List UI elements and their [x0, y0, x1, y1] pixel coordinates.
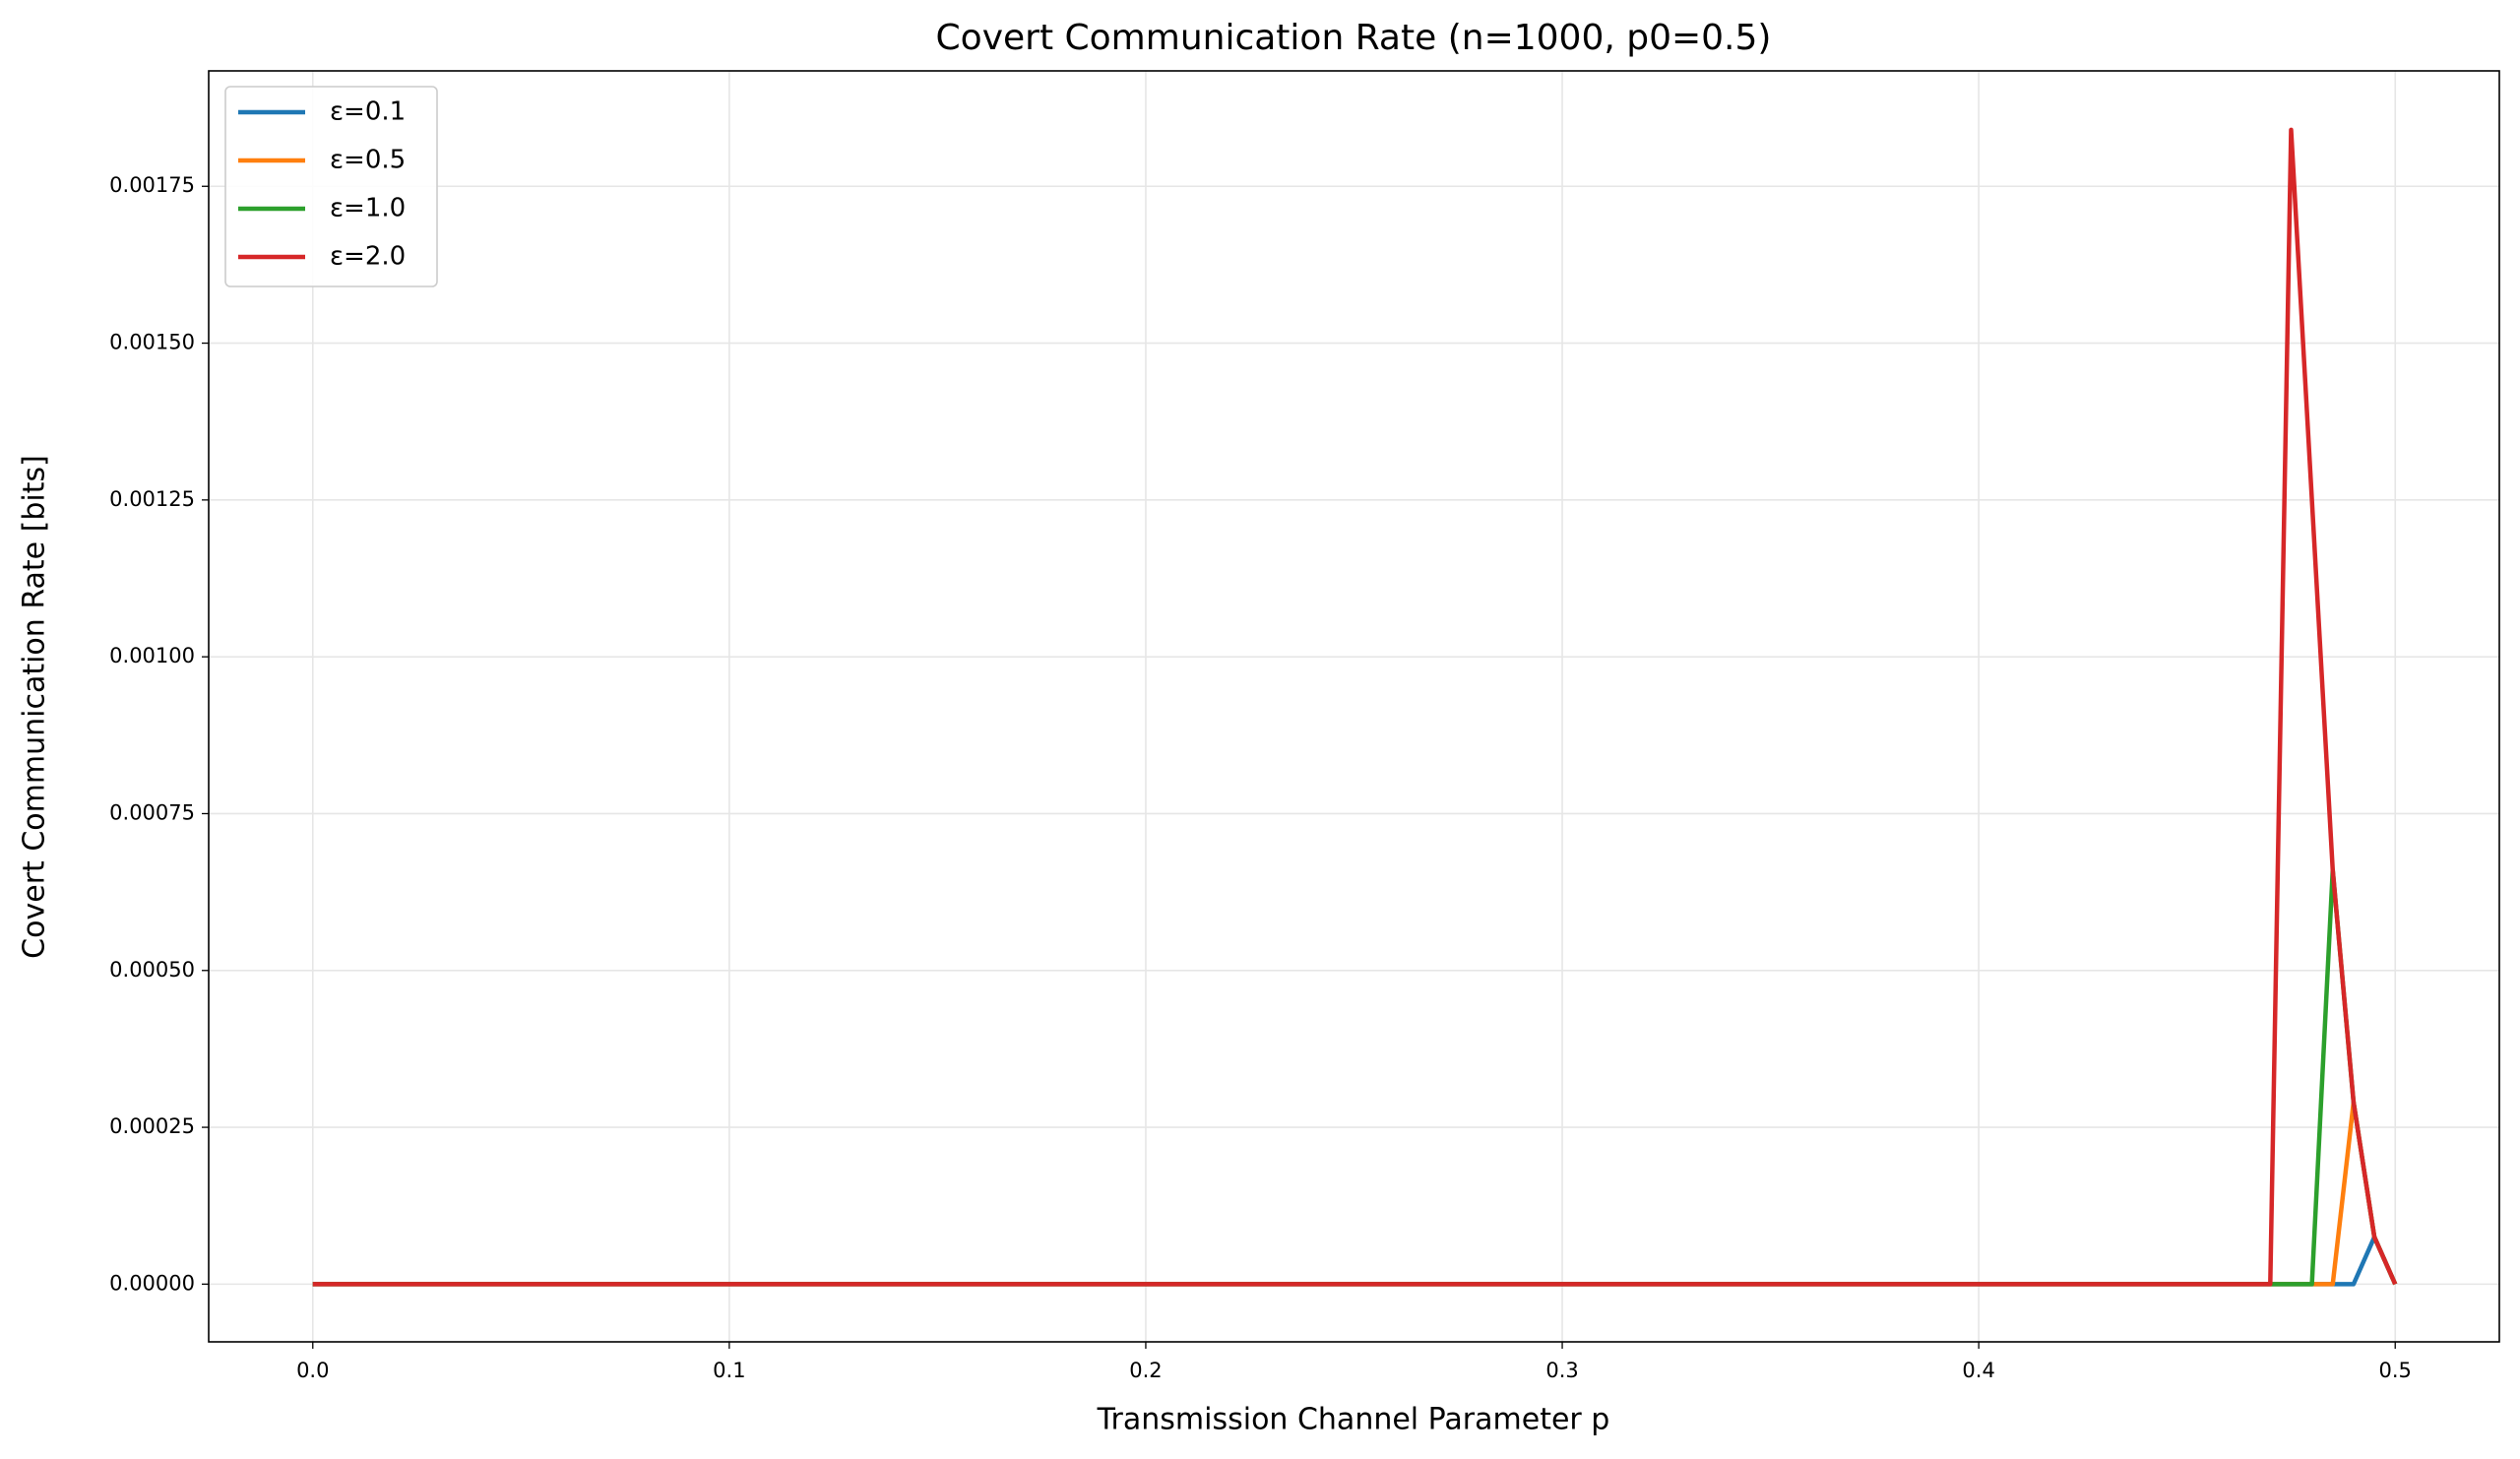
y-axis-label: Covert Communication Rate [bits] — [18, 455, 52, 959]
chart-title: Covert Communication Rate (n=1000, p0=0.… — [936, 18, 1772, 58]
y-tick-label: 0.00175 — [109, 173, 195, 197]
y-tick-label: 0.00100 — [109, 644, 195, 667]
series-line — [312, 1235, 2398, 1287]
y-tick-label: 0.00075 — [109, 800, 195, 824]
y-tick-label: 0.00125 — [109, 487, 195, 511]
x-tick-label: 0.5 — [2379, 1359, 2412, 1382]
y-tick-label: 0.00000 — [109, 1271, 195, 1295]
plot-frame — [208, 70, 2500, 1343]
y-tick-label: 0.00050 — [109, 958, 195, 982]
legend-label: ε=2.0 — [330, 242, 406, 272]
legend-box — [224, 86, 438, 287]
x-axis-label: Transmission Channel Parameter p — [1097, 1403, 1610, 1437]
y-tick-label: 0.00025 — [109, 1114, 195, 1138]
x-tick-label: 0.1 — [713, 1359, 745, 1382]
x-tick-label: 0.0 — [296, 1359, 329, 1382]
x-tick-label: 0.2 — [1129, 1359, 1162, 1382]
x-tick-label: 0.4 — [1962, 1359, 1994, 1382]
legend-label: ε=1.0 — [330, 194, 406, 223]
series-line — [312, 127, 2398, 1287]
series-line — [312, 867, 2398, 1287]
legend-label: ε=0.1 — [330, 97, 406, 127]
legend-label: ε=0.5 — [330, 146, 406, 175]
x-tick-label: 0.3 — [1545, 1359, 1578, 1382]
y-tick-label: 0.00150 — [109, 331, 195, 354]
series-line — [312, 1100, 2398, 1287]
